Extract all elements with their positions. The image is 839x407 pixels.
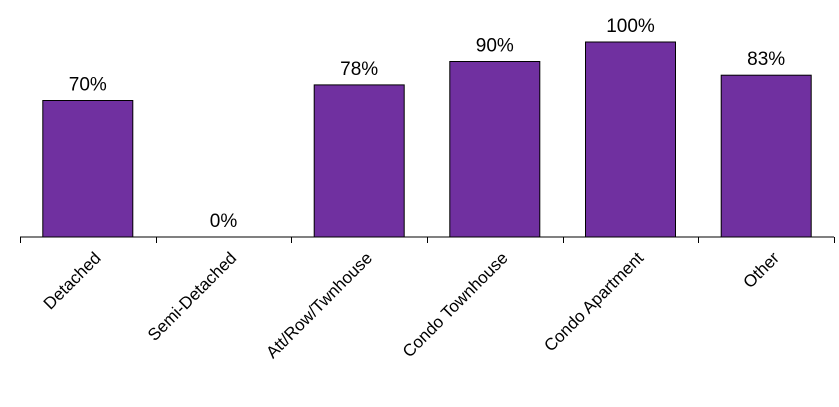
bar-detached: [42, 100, 134, 238]
x-axis: [20, 236, 835, 243]
data-label: 78%: [340, 59, 378, 80]
data-label: 90%: [476, 36, 514, 57]
x-tick-label: Condo Townhouse: [399, 248, 512, 361]
x-tick-labels-layer: Detached Semi-Detached Att/Row/Twnhouse Con…: [40, 248, 784, 362]
bar-att-row-twnhouse: [313, 84, 405, 238]
x-tick-label: Semi-Detached: [144, 248, 240, 344]
x-tick-label: Detached: [40, 248, 105, 313]
bars-layer: [42, 41, 812, 238]
data-label: 100%: [606, 16, 655, 37]
bar-condo-townhouse: [449, 61, 541, 238]
data-label: 70%: [69, 75, 107, 96]
data-label: 0%: [210, 211, 238, 232]
x-tick-label: Att/Row/Twnhouse: [262, 248, 376, 362]
bar-condo-apartment: [585, 41, 676, 238]
bar-other: [720, 74, 812, 238]
x-tick-label: Condo Apartment: [540, 248, 647, 355]
x-tick-label: Other: [740, 248, 784, 292]
data-labels-layer: 70% 0% 78% 90% 100% 83%: [69, 16, 786, 232]
data-label: 83%: [747, 49, 785, 70]
